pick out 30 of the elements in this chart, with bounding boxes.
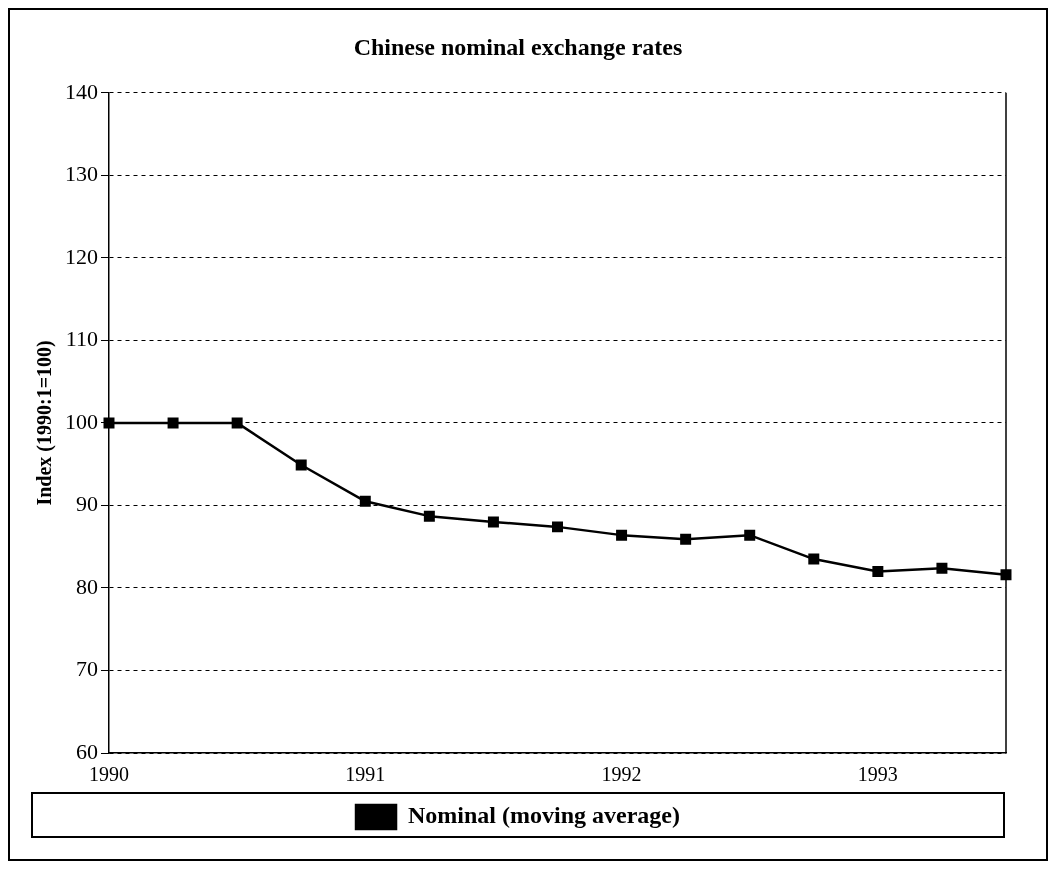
point [616, 529, 628, 541]
point [167, 417, 179, 429]
legend-label: Nominal (moving average) [408, 802, 680, 829]
point [808, 553, 820, 565]
y-tick-label: 100 [65, 408, 98, 434]
point [103, 417, 115, 429]
point [552, 521, 563, 533]
point [359, 495, 371, 507]
y-tick-label: 90 [76, 491, 98, 517]
point [744, 529, 756, 541]
point [231, 417, 243, 429]
y-tick-label: 130 [65, 161, 98, 187]
point [936, 562, 948, 574]
x-tick-label: 1993 [857, 763, 898, 786]
x-tick-label: 1991 [345, 763, 386, 786]
point [680, 533, 692, 545]
y-axis-title: Index (1990:1=100) [33, 340, 57, 506]
x-tick-label: 1992 [601, 763, 642, 786]
chart-title: Chinese nominal exchange rates [353, 33, 683, 60]
y-tick-label: 80 [76, 573, 98, 599]
point [487, 516, 499, 528]
y-tick-label: 70 [76, 656, 98, 682]
y-tick-label: 110 [65, 326, 98, 352]
point [423, 510, 435, 522]
x-tick-label: 1990 [89, 763, 129, 786]
point [872, 565, 884, 577]
y-tick-label: 120 [65, 243, 98, 269]
y-tick-label: 140 [65, 78, 98, 104]
point [295, 459, 307, 471]
y-tick-label: 60 [76, 738, 98, 764]
